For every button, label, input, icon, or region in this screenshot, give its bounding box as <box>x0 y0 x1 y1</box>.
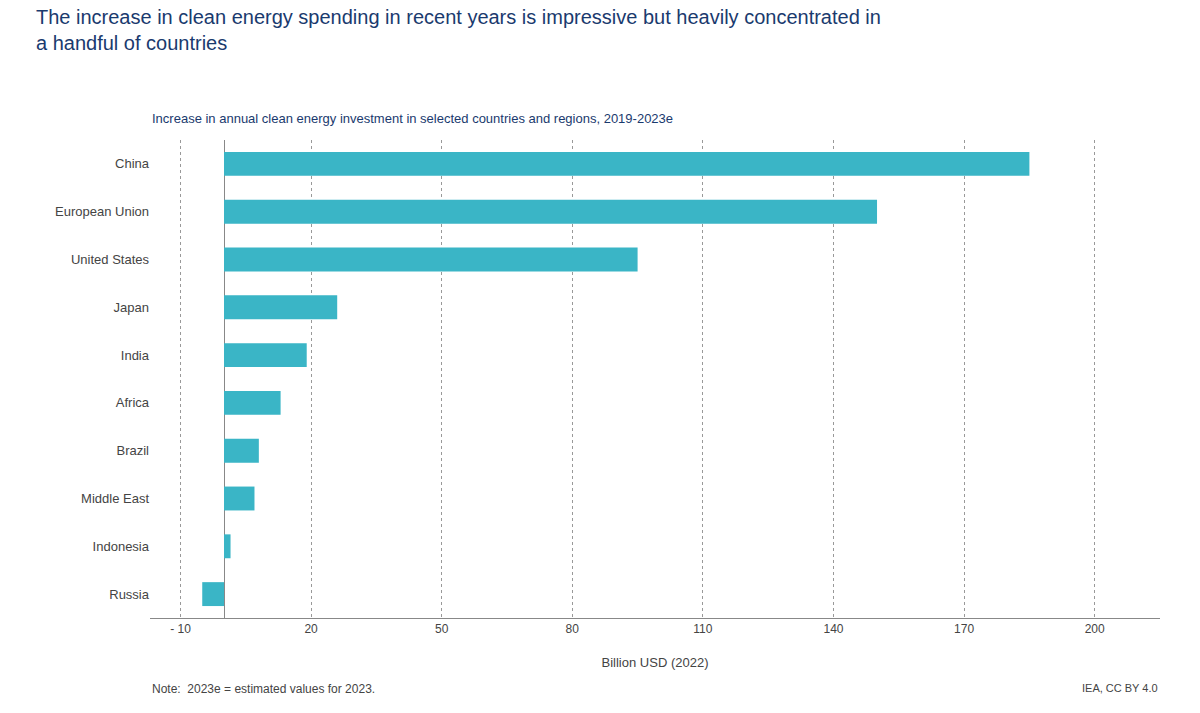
svg-text:Middle East: Middle East <box>81 491 149 506</box>
svg-text:Indonesia: Indonesia <box>93 539 150 554</box>
svg-text:Brazil: Brazil <box>116 443 149 458</box>
svg-text:IEA, CC BY 4.0: IEA, CC BY 4.0 <box>1082 682 1158 694</box>
svg-text:200: 200 <box>1085 622 1105 636</box>
svg-text:20: 20 <box>304 622 318 636</box>
svg-text:Billion USD (2022): Billion USD (2022) <box>602 655 709 670</box>
svg-text:China: China <box>115 156 150 171</box>
svg-text:110: 110 <box>693 622 712 636</box>
svg-text:50: 50 <box>435 622 449 636</box>
svg-text:Japan: Japan <box>114 300 149 315</box>
svg-text:Increase in annual clean energ: Increase in annual clean energy investme… <box>152 111 673 126</box>
svg-text:European Union: European Union <box>55 204 149 219</box>
svg-text:Note: 2023e = estimated value: Note: 2023e = estimated values for 2023. <box>152 682 375 696</box>
svg-text:Africa: Africa <box>116 395 150 410</box>
svg-text:- 10: - 10 <box>170 622 191 636</box>
svg-text:India: India <box>121 348 150 363</box>
svg-text:140: 140 <box>823 622 843 636</box>
svg-text:Russia: Russia <box>109 587 150 602</box>
svg-text:The increase in clean energy s: The increase in clean energy spending in… <box>36 6 881 54</box>
svg-text:United States: United States <box>71 252 150 267</box>
svg-text:80: 80 <box>566 622 580 636</box>
svg-text:170: 170 <box>954 622 974 636</box>
